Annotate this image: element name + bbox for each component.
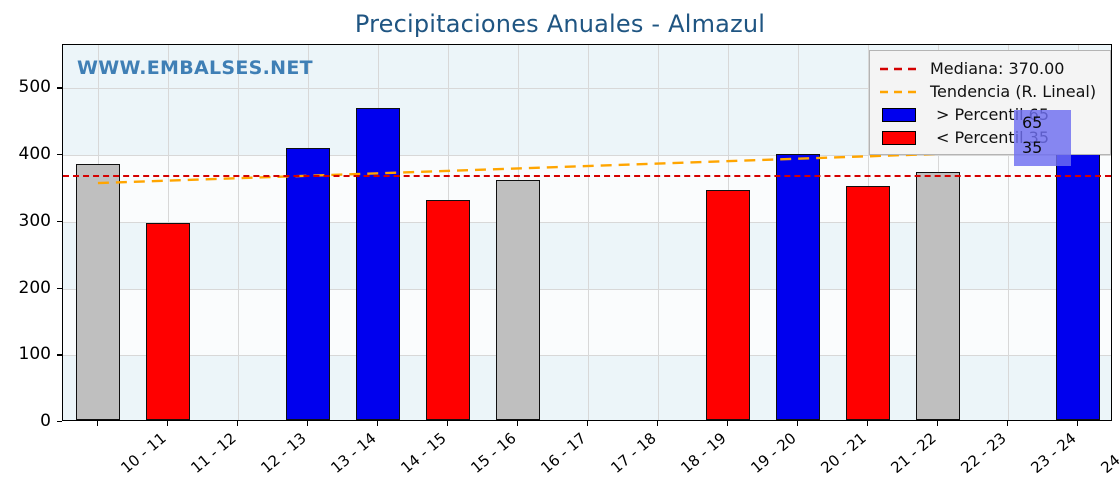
legend-item: Tendencia (R. Lineal)	[878, 80, 1102, 103]
gridline-vertical	[238, 45, 239, 420]
gridline-horizontal	[63, 355, 1111, 357]
bar	[846, 186, 890, 420]
x-axis-tick-label: 19 - 20	[747, 429, 800, 477]
legend-item: Mediana: 370.00	[878, 57, 1102, 80]
gridline-vertical	[1008, 45, 1009, 420]
x-axis-tick-label: 20 - 21	[817, 429, 870, 477]
bar	[706, 189, 750, 420]
x-axis-tick-mark	[657, 421, 659, 426]
legend: Mediana: 370.00 Tendencia (R. Lineal) > Pe…	[869, 50, 1111, 155]
bar	[776, 153, 820, 420]
dashed-line-icon	[878, 63, 920, 75]
x-axis-tick-mark	[237, 421, 239, 426]
x-axis-tick-label: 10 - 11	[117, 429, 170, 477]
y-axis-tick-label: 300	[18, 210, 51, 231]
x-axis-tick-label: 12 - 13	[257, 429, 310, 477]
legend-item-label: Mediana: 370.00	[930, 59, 1065, 78]
gridline-horizontal	[63, 221, 1111, 223]
page-title: Precipitaciones Anuales - Almazul	[354, 10, 766, 38]
x-axis-tick-mark	[727, 421, 729, 426]
x-axis-tick-mark	[307, 421, 309, 426]
x-axis-tick-label: 14 - 15	[397, 429, 450, 477]
x-axis-tick-mark	[797, 421, 799, 426]
x-axis-tick-label: 16 - 17	[537, 429, 590, 477]
bar	[916, 171, 960, 420]
x-axis-tick-label: 24 - 25	[1097, 429, 1120, 477]
x-axis-tick-mark	[1007, 421, 1009, 426]
x-axis-tick-label: 18 - 19	[677, 429, 730, 477]
y-axis-tick-mark	[57, 354, 62, 356]
legend-item-label: Tendencia (R. Lineal)	[930, 82, 1097, 101]
y-axis-tick-mark	[57, 154, 62, 156]
x-axis-tick-mark	[1077, 421, 1079, 426]
color-swatch-icon	[878, 130, 920, 145]
y-axis-tick-mark	[57, 421, 62, 423]
x-axis-tick-mark	[167, 421, 169, 426]
x-axis-tick-mark	[447, 421, 449, 426]
bar	[76, 164, 120, 420]
watermark-label: WWW.EMBALSES.NET	[77, 57, 313, 79]
gridline-vertical	[658, 45, 659, 420]
x-axis-tick-label: 23 - 24	[1027, 429, 1080, 477]
color-swatch	[882, 107, 916, 122]
bar	[146, 223, 190, 420]
median-reference-line	[63, 175, 1111, 178]
legend-item: < Percentil 35	[878, 126, 1102, 149]
legend-item: > Percentil 65	[878, 103, 1102, 126]
x-axis-tick-label: 11 - 12	[187, 429, 240, 477]
x-axis-tick-label: 22 - 23	[957, 429, 1010, 477]
x-axis-tick-mark	[937, 421, 939, 426]
color-swatch	[882, 130, 916, 145]
x-axis-tick-mark	[517, 421, 519, 426]
color-swatch-icon	[878, 107, 920, 122]
x-axis-tick-label: 17 - 18	[607, 429, 660, 477]
gridline-horizontal	[63, 155, 1111, 157]
bar	[426, 200, 470, 420]
y-axis-tick-mark	[57, 220, 62, 223]
y-axis-tick-label: 400	[18, 144, 51, 165]
x-axis-tick-mark	[377, 421, 379, 426]
x-axis-tick-label: 13 - 14	[327, 429, 380, 477]
x-axis-tick-mark	[587, 421, 589, 426]
bar	[356, 108, 400, 420]
selection-text-35: 35	[1022, 138, 1043, 157]
y-axis-tick-mark	[57, 87, 62, 89]
y-axis-tick-label: 200	[18, 277, 51, 298]
gridline-horizontal	[63, 88, 1111, 90]
y-axis-tick-label: 100	[18, 344, 51, 365]
selection-text-65: 65	[1022, 113, 1043, 132]
y-axis-tick-label: 500	[18, 77, 51, 98]
y-axis-tick-label: 0	[40, 411, 51, 431]
x-axis-tick-mark	[97, 421, 99, 426]
bar	[496, 180, 540, 420]
gridline-vertical	[588, 45, 589, 420]
dashed-line-icon	[878, 86, 920, 98]
y-axis-tick-mark	[57, 287, 62, 289]
x-axis-tick-label: 15 - 16	[467, 429, 520, 477]
bar	[286, 148, 330, 420]
x-axis-tick-mark	[867, 421, 869, 426]
gridline-horizontal	[63, 288, 1111, 290]
x-axis-tick-label: 21 - 22	[887, 429, 940, 477]
